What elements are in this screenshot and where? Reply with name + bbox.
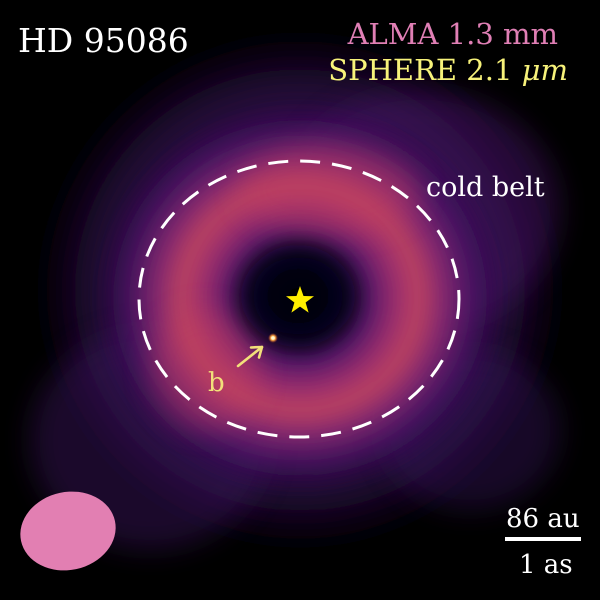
sphere-legend-unit: μm [521, 53, 568, 87]
sphere-legend-prefix: SPHERE 2.1 [328, 53, 522, 87]
alma-legend-label: ALMA 1.3 mm [347, 17, 558, 51]
target-name: HD 95086 [18, 21, 189, 60]
cold-belt-label: cold belt [426, 172, 545, 203]
scale-angular-label: 1 as [519, 550, 573, 580]
scale-bar [505, 537, 581, 541]
sphere-legend-label: SPHERE 2.1 μm [328, 56, 568, 85]
beam-ellipse [20, 491, 116, 571]
cold-belt-ring [137, 159, 461, 439]
planet-label: b [208, 368, 225, 398]
scale-physical-label: 86 au [506, 504, 580, 534]
star-icon [286, 286, 314, 313]
arrow-icon [236, 345, 264, 368]
